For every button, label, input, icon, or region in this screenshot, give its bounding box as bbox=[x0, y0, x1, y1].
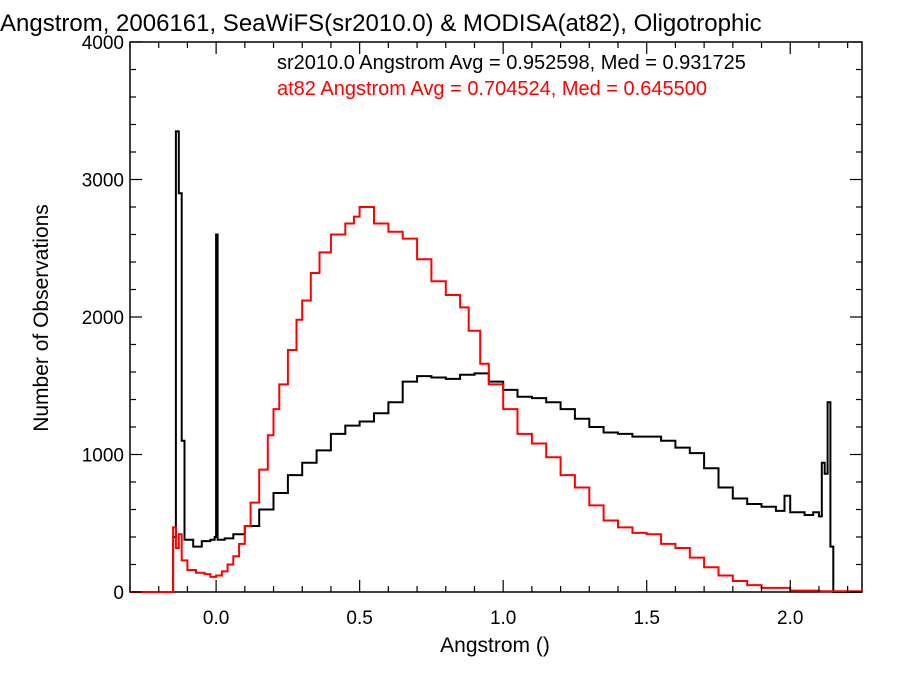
x-tick-label: 2.0 bbox=[777, 608, 803, 629]
series-line-at82 bbox=[130, 206, 863, 593]
plot-area bbox=[129, 41, 863, 593]
x-axis-label: Angstrom () bbox=[440, 634, 550, 657]
x-tick-label: 1.0 bbox=[490, 608, 516, 629]
chart-title: Angstrom, 2006161, SeaWiFS(sr2010.0) & M… bbox=[0, 10, 762, 37]
legend-entry-at82: at82 Angstrom Avg = 0.704524, Med = 0.64… bbox=[277, 78, 707, 100]
y-tick-label: 0 bbox=[113, 583, 124, 604]
x-tick-label: 0.0 bbox=[203, 608, 229, 629]
x-axis: 0.0 0.5 1.0 1.5 2.0 bbox=[129, 42, 849, 629]
y-axis: 0 1000 2000 3000 4000 bbox=[82, 33, 862, 604]
series-line-sr2010.0 bbox=[130, 130, 862, 593]
y-tick-label: 4000 bbox=[82, 33, 124, 54]
series-group bbox=[130, 130, 863, 593]
legend-entry-sr2010: sr2010.0 Angstrom Avg = 0.952598, Med = … bbox=[277, 52, 746, 74]
x-tick-label: 1.5 bbox=[633, 608, 659, 629]
x-tick-label: 0.5 bbox=[346, 608, 372, 629]
y-tick-label: 1000 bbox=[82, 446, 124, 467]
plot-frame bbox=[129, 41, 863, 593]
y-axis-label: Number of Observations bbox=[30, 204, 53, 432]
y-tick-label: 3000 bbox=[82, 171, 124, 192]
y-tick-label: 2000 bbox=[82, 308, 124, 329]
